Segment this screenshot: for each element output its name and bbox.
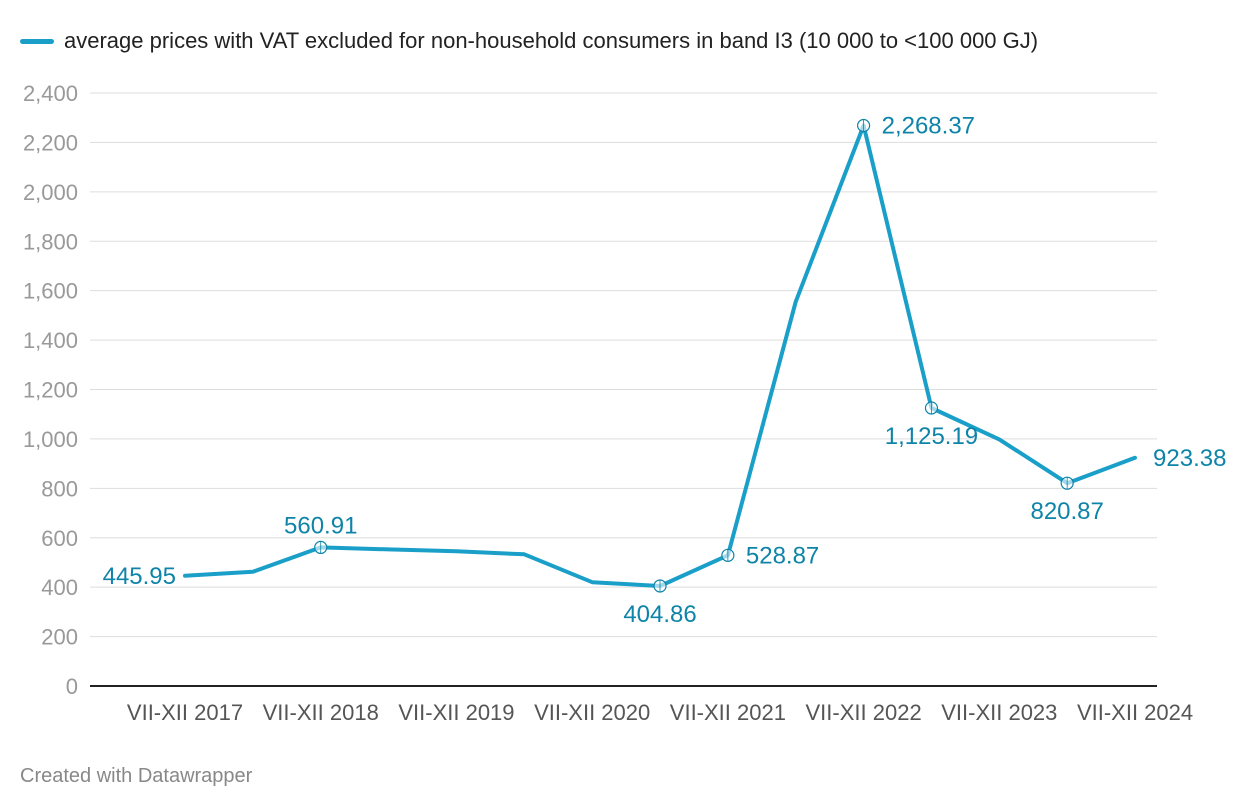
legend-swatch: [20, 38, 54, 44]
y-tick-label: 800: [41, 476, 78, 501]
y-tick-label: 2,200: [23, 130, 78, 155]
credit-text: Created with Datawrapper: [20, 765, 253, 787]
y-tick-label: 2,400: [23, 81, 78, 106]
x-tick-label: VII-XII 2024: [1077, 700, 1193, 725]
data-label: 2,268.37: [882, 113, 975, 140]
y-tick-label: 600: [41, 526, 78, 551]
data-label: 1,125.19: [885, 423, 978, 450]
y-tick-label: 1,000: [23, 427, 78, 452]
y-tick-label: 400: [41, 575, 78, 600]
x-tick-label: VII-XII 2022: [806, 700, 922, 725]
y-tick-label: 1,400: [23, 328, 78, 353]
x-tick-label: VII-XII 2021: [670, 700, 786, 725]
y-tick-label: 1,800: [23, 229, 78, 254]
y-tick-label: 200: [41, 625, 78, 650]
y-tick-label: 2,000: [23, 180, 78, 205]
x-tick-label: VII-XII 2017: [127, 700, 243, 725]
x-tick-label: VII-XII 2019: [398, 700, 514, 725]
y-tick-label: 1,200: [23, 378, 78, 403]
x-tick-label: VII-XII 2023: [941, 700, 1057, 725]
data-label: 820.87: [1030, 498, 1103, 525]
y-tick-label: 1,600: [23, 279, 78, 304]
data-label: 923.38: [1153, 445, 1226, 472]
x-tick-label: VII-XII 2018: [263, 700, 379, 725]
data-label: 404.86: [623, 601, 696, 628]
legend-label: average prices with VAT excluded for non…: [64, 28, 1039, 53]
x-tick-label: VII-XII 2020: [534, 700, 650, 725]
data-label: 445.95: [103, 563, 176, 590]
legend: average prices with VAT excluded for non…: [20, 28, 1038, 54]
data-label: 560.91: [284, 512, 357, 539]
y-tick-label: 0: [66, 674, 78, 699]
data-label: 528.87: [746, 542, 819, 569]
